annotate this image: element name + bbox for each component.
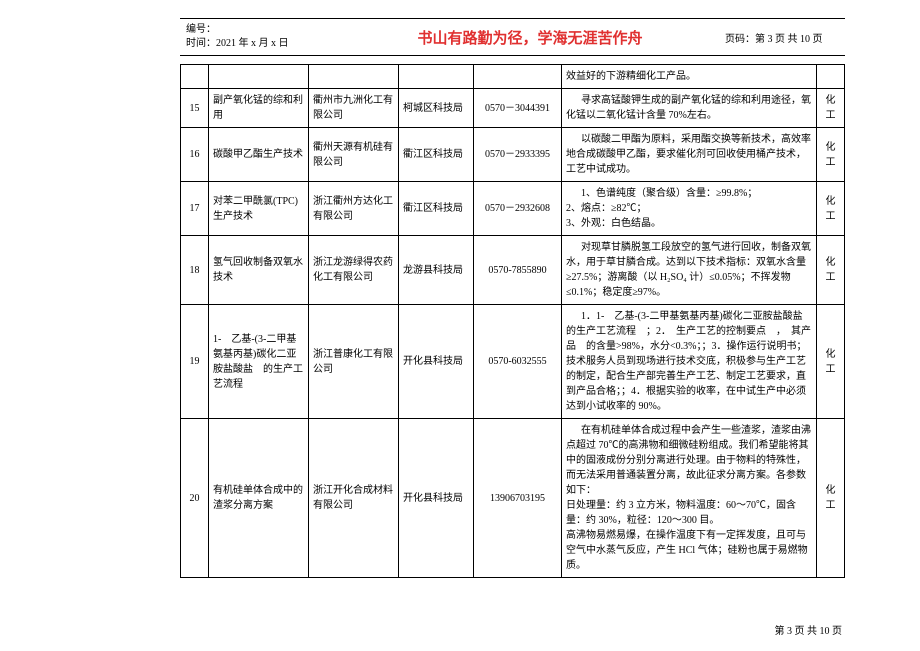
cell-company: 浙江龙游绿得农药化工有限公司 xyxy=(309,236,399,305)
cell-num: 15 xyxy=(181,89,209,128)
header-meta: 编号： 时间：2021 年 x 月 x 日 xyxy=(180,19,335,55)
cell-phone: 0570－3044391 xyxy=(474,89,562,128)
cell-desc: 对现草甘膦脱氢工段放空的氢气进行回收，制备双氧水，用于草甘膦合成。达到以下技术指… xyxy=(562,236,817,305)
table-row: 191- 乙基-(3-二甲基氨基丙基)碳化二亚胺盐酸盐 的生产工艺流程浙江普康化… xyxy=(181,305,845,419)
table-row: 20有机硅单体合成中的渣浆分离方案浙江开化合成材料有限公司开化县科技局13906… xyxy=(181,419,845,578)
cell-company: 浙江衢州方达化工有限公司 xyxy=(309,182,399,236)
cell-bureau: 衢江区科技局 xyxy=(399,128,474,182)
cell-category: 化工 xyxy=(817,89,845,128)
cell-category: 化工 xyxy=(817,419,845,578)
page-header: 编号： 时间：2021 年 x 月 x 日 书山有路勤为径，学海无涯苦作舟 页码… xyxy=(180,18,845,56)
cell-category: 化工 xyxy=(817,182,845,236)
cell-desc: 效益好的下游精细化工产品。 xyxy=(562,65,817,89)
cell-name: 副产氧化锰的综和利用 xyxy=(209,89,309,128)
cell-desc: 在有机硅单体合成过程中会产生一些渣浆，渣浆由沸点超过 70℃的高沸物和细微硅粉组… xyxy=(562,419,817,578)
cell-category: 化工 xyxy=(817,128,845,182)
cell-bureau: 开化县科技局 xyxy=(399,419,474,578)
data-table: 效益好的下游精细化工产品。 15副产氧化锰的综和利用衢州市九洲化工有限公司柯城区… xyxy=(180,64,845,578)
cell-category: 化工 xyxy=(817,305,845,419)
page-footer: 第 3 页 共 10 页 xyxy=(775,622,843,637)
cell-num: 16 xyxy=(181,128,209,182)
cell-company: 浙江普康化工有限公司 xyxy=(309,305,399,419)
cell-desc: 1、色谱纯度（聚合级）含量：≥99.8%；2、熔点：≥82℃；3、外观：白色结晶… xyxy=(562,182,817,236)
cell-company: 衢州市九洲化工有限公司 xyxy=(309,89,399,128)
cell-name: 有机硅单体合成中的渣浆分离方案 xyxy=(209,419,309,578)
id-label: 编号： xyxy=(186,24,216,35)
cell-bureau: 衢江区科技局 xyxy=(399,182,474,236)
cell-name: 氢气回收制备双氧水技术 xyxy=(209,236,309,305)
cell-num: 19 xyxy=(181,305,209,419)
cell-num: 17 xyxy=(181,182,209,236)
table-row: 17对苯二甲酰氯(TPC)生产技术浙江衢州方达化工有限公司衢江区科技局0570－… xyxy=(181,182,845,236)
time-label: 时间： xyxy=(186,38,216,49)
cell-phone: 0570－2932608 xyxy=(474,182,562,236)
cell-desc: 以碳酸二甲酯为原料，采用酯交换等新技术，高效率地合成碳酸甲乙酯，要求催化剂可回收… xyxy=(562,128,817,182)
cell-num: 18 xyxy=(181,236,209,305)
header-page-info: 页码：第 3 页 共 10 页 xyxy=(725,26,845,49)
cell-name: 1- 乙基-(3-二甲基氨基丙基)碳化二亚胺盐酸盐 的生产工艺流程 xyxy=(209,305,309,419)
cell-category: 化工 xyxy=(817,236,845,305)
cell-company: 浙江开化合成材料有限公司 xyxy=(309,419,399,578)
cell-bureau: 开化县科技局 xyxy=(399,305,474,419)
cell-desc: 1．1- 乙基-(3-二甲基氨基丙基)碳化二亚胺盐酸盐 的生产工艺流程 ；2． … xyxy=(562,305,817,419)
cell-desc: 寻求高锰酸钾生成的副产氧化锰的综和利用途径，氧化锰以二氧化锰计含量 70%左右。 xyxy=(562,89,817,128)
table-row: 18氢气回收制备双氧水技术浙江龙游绿得农药化工有限公司龙游县科技局0570-78… xyxy=(181,236,845,305)
cell-phone: 0570-7855890 xyxy=(474,236,562,305)
header-motto: 书山有路勤为径，学海无涯苦作舟 xyxy=(335,21,725,54)
table-row: 15副产氧化锰的综和利用衢州市九洲化工有限公司柯城区科技局0570－304439… xyxy=(181,89,845,128)
table-row: 效益好的下游精细化工产品。 xyxy=(181,65,845,89)
cell-num: 20 xyxy=(181,419,209,578)
cell-phone: 13906703195 xyxy=(474,419,562,578)
cell-name: 对苯二甲酰氯(TPC)生产技术 xyxy=(209,182,309,236)
cell-phone: 0570－2933395 xyxy=(474,128,562,182)
table-row: 16碳酸甲乙酯生产技术衢州天源有机硅有限公司衢江区科技局0570－2933395… xyxy=(181,128,845,182)
cell-company: 衢州天源有机硅有限公司 xyxy=(309,128,399,182)
cell-name: 碳酸甲乙酯生产技术 xyxy=(209,128,309,182)
cell-phone: 0570-6032555 xyxy=(474,305,562,419)
cell-bureau: 柯城区科技局 xyxy=(399,89,474,128)
cell-bureau: 龙游县科技局 xyxy=(399,236,474,305)
time-value: 2021 年 x 月 x 日 xyxy=(216,38,289,49)
